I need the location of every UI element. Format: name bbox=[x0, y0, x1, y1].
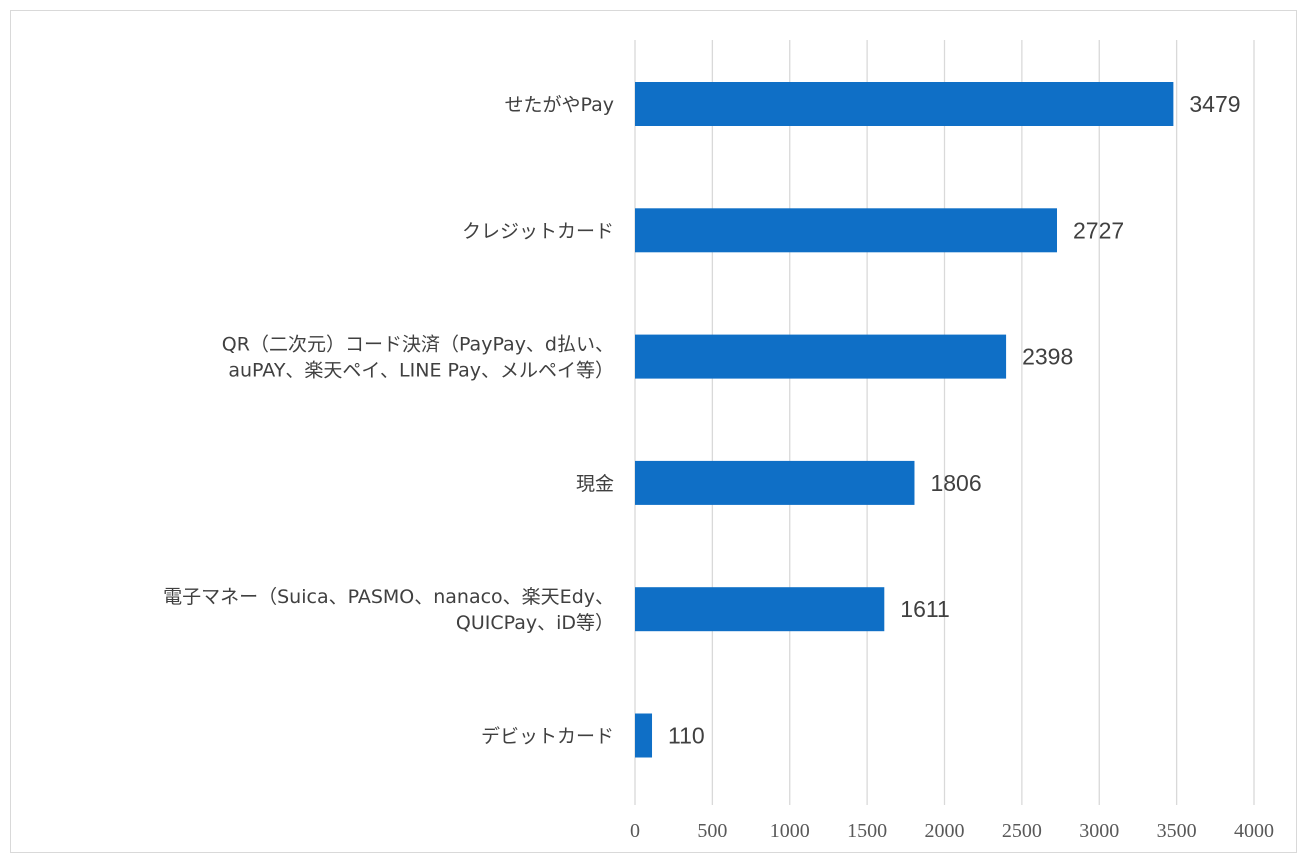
category-label: デビットカード bbox=[481, 726, 614, 748]
x-tick-label: 2500 bbox=[1002, 820, 1042, 842]
category-label: 電子マネー（Suica、PASMO、nanaco、楽天Edy、 bbox=[163, 586, 614, 608]
category-label: 現金 bbox=[576, 473, 614, 495]
data-label: 110 bbox=[668, 723, 705, 749]
x-tick-label: 3000 bbox=[1079, 820, 1119, 842]
bar bbox=[635, 587, 885, 632]
x-tick-label: 500 bbox=[697, 820, 727, 842]
bars bbox=[635, 82, 1174, 758]
category-label: せたがやPay bbox=[505, 94, 615, 116]
bar bbox=[635, 208, 1058, 253]
data-label: 3479 bbox=[1189, 91, 1240, 117]
bar bbox=[635, 334, 1007, 379]
bar bbox=[635, 82, 1174, 126]
x-tick-label: 4000 bbox=[1234, 820, 1274, 842]
bar bbox=[635, 460, 915, 505]
data-label: 1611 bbox=[900, 596, 949, 622]
category-label: QUICPay、iD等） bbox=[456, 612, 614, 634]
category-label: QR（二次元）コード決済（PayPay、d払い、 bbox=[222, 334, 614, 356]
bar bbox=[635, 713, 653, 758]
x-tick-label: 0 bbox=[630, 820, 640, 842]
chart-frame bbox=[10, 10, 1297, 853]
labels: 0 500 1000 1500 2000 2500 3000 3500 4000 3479 せたがや… bbox=[163, 91, 1274, 842]
data-label: 2727 bbox=[1073, 217, 1124, 243]
data-label: 2398 bbox=[1022, 344, 1073, 370]
x-tick-label: 1500 bbox=[847, 820, 887, 842]
gridlines bbox=[634, 40, 1255, 805]
x-tick-label: 1000 bbox=[770, 820, 810, 842]
category-label: auPAY、楽天ペイ、LINE Pay、メルペイ等） bbox=[228, 360, 614, 382]
x-tick-label: 2000 bbox=[925, 820, 965, 842]
data-label: 1806 bbox=[930, 470, 981, 496]
x-tick-label: 3500 bbox=[1157, 820, 1197, 842]
category-label: クレジットカード bbox=[462, 220, 614, 242]
